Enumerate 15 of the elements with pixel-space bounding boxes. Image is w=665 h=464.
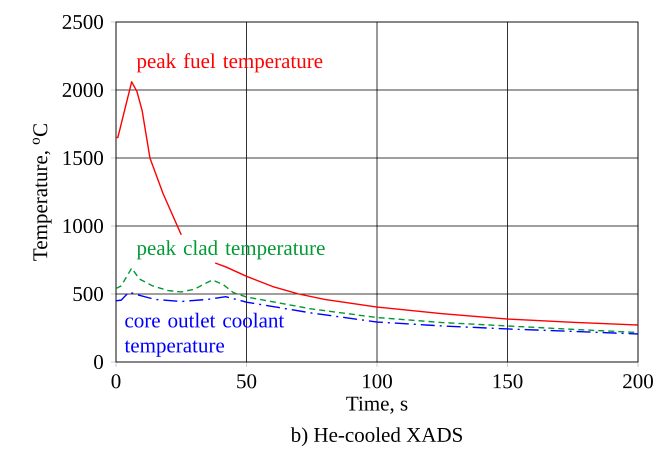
x-tick-label: 50 [237, 374, 256, 388]
x-tick-label: 100 [363, 374, 392, 388]
x-tick-label: 150 [494, 374, 522, 388]
y-tick-label: 500 [74, 286, 104, 302]
x-axis-title: Time, s [346, 396, 408, 414]
y-tick-label: 1000 [64, 218, 104, 234]
y-axis-title: Temperature, $^{o}$C [32, 124, 52, 261]
text: b) He-cooled XADS [290, 427, 462, 446]
x-tick-label: 200 [623, 374, 653, 388]
x-tick-label: 0 [112, 374, 120, 388]
y-tick-label: 0 [94, 354, 104, 370]
line-series [116, 291, 638, 335]
y-tick-label: 2000 [62, 82, 104, 98]
y-tick-label: 2500 [62, 14, 104, 30]
y-tick-label: 1500 [64, 150, 104, 166]
